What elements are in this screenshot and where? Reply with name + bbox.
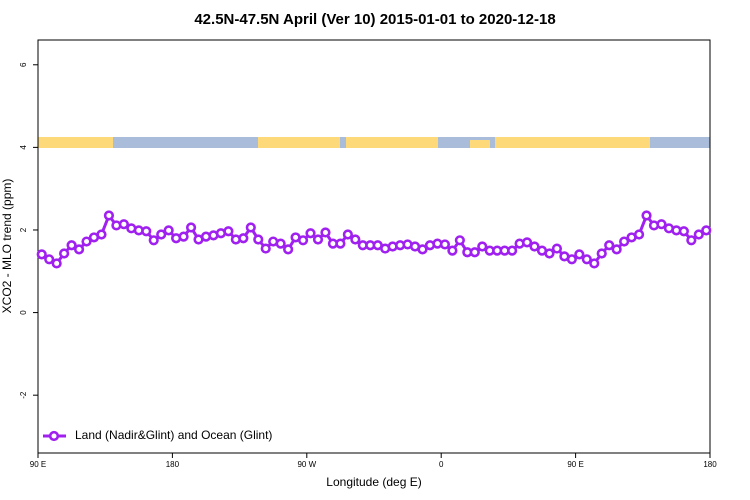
data-point (312, 234, 324, 245)
data-point (633, 229, 645, 240)
y-tick-label: 0 (19, 310, 28, 315)
data-point (589, 258, 600, 269)
data-point (686, 235, 697, 246)
data-point (81, 236, 92, 247)
legend-marker (48, 430, 60, 442)
land-band (258, 137, 340, 148)
data-point (529, 241, 540, 252)
data-point (678, 226, 689, 237)
x-tick-label: 180 (703, 460, 717, 469)
data-point (223, 226, 234, 237)
data-point (507, 245, 518, 256)
data-point (656, 219, 667, 230)
data-point (701, 225, 712, 236)
data-point (335, 238, 346, 249)
data-point (611, 244, 622, 255)
data-point (260, 243, 271, 254)
data-point (544, 248, 555, 259)
data-point (454, 235, 465, 246)
data-point (96, 229, 107, 240)
data-point (253, 234, 264, 245)
data-point (36, 249, 47, 260)
data-point (574, 249, 585, 260)
data-point (163, 225, 174, 236)
data-point (66, 240, 77, 251)
data-point (103, 210, 115, 221)
data-point (469, 247, 480, 258)
data-point (44, 254, 55, 265)
x-tick-label: 90 E (30, 460, 46, 469)
data-point (693, 229, 704, 240)
data-point (51, 258, 62, 269)
data-point (604, 240, 615, 251)
data-point (141, 226, 152, 237)
y-axis-label: XCO2 - MLO trend (ppm) (0, 179, 14, 314)
y-tick-label: 4 (19, 145, 28, 150)
x-axis-label: Longitude (deg E) (326, 475, 421, 489)
x-tick-label: 180 (166, 460, 180, 469)
data-point (551, 243, 563, 254)
data-point (619, 236, 630, 247)
land-band (470, 140, 490, 148)
land-ocean-strip (38, 137, 710, 148)
land-band (495, 137, 650, 148)
chart-title: 42.5N-47.5N April (Ver 10) 2015-01-01 to… (194, 11, 555, 28)
x-tick-label: 90 E (567, 460, 583, 469)
data-point (350, 234, 361, 245)
land-band (38, 137, 113, 148)
data-point (148, 235, 159, 246)
data-point (245, 222, 256, 233)
data-point (581, 254, 592, 265)
data-point (178, 231, 189, 242)
data-point (417, 244, 428, 255)
data-point (596, 248, 607, 259)
plot-frame (37, 39, 711, 454)
data-point (521, 237, 533, 248)
data-point (238, 233, 249, 244)
x-tick-label: 90 W (297, 460, 316, 469)
data-point (320, 227, 331, 238)
data-point (641, 210, 652, 221)
data-point (305, 228, 316, 239)
data-point (73, 244, 85, 255)
data-point (118, 219, 129, 230)
data-point (185, 222, 197, 233)
y-tick-label: -2 (19, 391, 28, 399)
data-point (447, 245, 458, 256)
legend-label: Land (Nadir&Glint) and Ocean (Glint) (75, 428, 272, 442)
data-point (439, 239, 451, 250)
data-point (297, 235, 309, 246)
data-point (283, 244, 294, 255)
data-point (342, 229, 353, 240)
data-point (156, 229, 167, 240)
y-tick-label: 6 (19, 62, 28, 67)
land-band (346, 137, 438, 148)
data-point (275, 238, 286, 249)
data-point (59, 248, 70, 259)
y-tick-label: 2 (19, 227, 28, 232)
x-tick-label: 0 (439, 460, 444, 469)
data-point (566, 254, 577, 265)
data-point (477, 241, 488, 252)
